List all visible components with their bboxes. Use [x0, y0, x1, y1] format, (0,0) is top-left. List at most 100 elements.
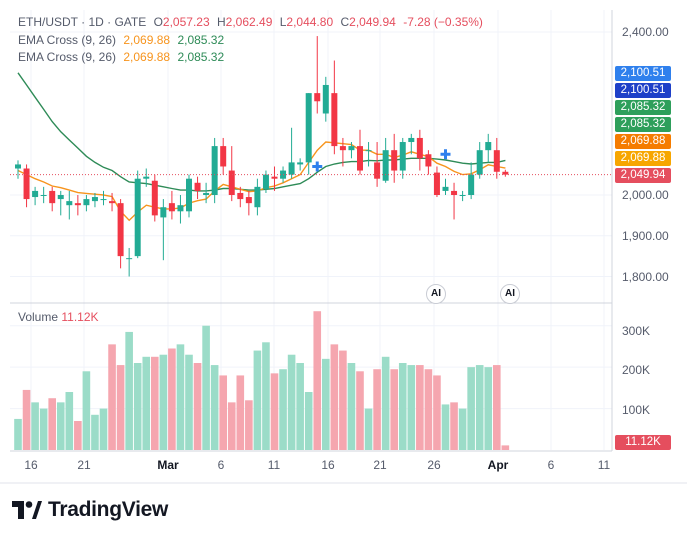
volume-bar: [56, 402, 65, 450]
volume-axis-label: 200K: [622, 363, 651, 377]
volume-bar: [475, 365, 484, 450]
grid-lines: [10, 10, 612, 450]
volume-bar: [82, 371, 91, 450]
volume-bar: [450, 402, 458, 450]
candle-body: [374, 162, 381, 179]
indicator-fast-value: 2,069.88: [123, 33, 171, 47]
volume-bar: [168, 348, 176, 450]
candle-body: [177, 205, 184, 212]
candle-body: [331, 93, 338, 147]
high-value: 2,062.49: [225, 15, 273, 29]
candle-body: [442, 186, 449, 191]
volume-bar: [236, 375, 245, 450]
candle-body: [117, 203, 124, 257]
volume-bar: [133, 363, 142, 450]
time-axis-label: 6: [547, 458, 555, 472]
volume-bar: [108, 344, 116, 450]
indicator-legend[interactable]: EMA Cross (9, 26) 2,069.88 2,085.32: [18, 32, 228, 49]
price-tag: 2,069.88: [615, 151, 671, 166]
ohlc-legend: ETH/USDT · 1D · GATE O2,057.23 H2,062.49…: [18, 14, 487, 31]
ai-badge[interactable]: AI: [500, 284, 520, 304]
cross-markers: [312, 149, 451, 172]
candle-body: [399, 142, 406, 171]
volume-bar: [467, 367, 475, 450]
candle-body: [100, 199, 107, 201]
open-label: O: [153, 15, 163, 29]
volume-bar: [433, 375, 441, 450]
candle-body: [109, 201, 116, 204]
time-axis-label: 26: [427, 458, 441, 472]
volume-bar: [219, 375, 227, 450]
candle-body: [416, 137, 423, 159]
price-tag: 2,085.32: [615, 117, 671, 132]
price-axis-label: 1,800.00: [622, 270, 669, 284]
tradingview-logo[interactable]: TradingView: [12, 496, 168, 524]
volume-bar: [501, 445, 510, 450]
candle-body: [126, 258, 133, 260]
volume-bar: [125, 331, 133, 450]
candle-body: [262, 174, 269, 189]
volume-bar: [253, 350, 262, 450]
candle-body: [254, 186, 261, 208]
volume-bar: [390, 369, 398, 450]
indicator-fast-value: 2,069.88: [123, 50, 171, 64]
volume-bar: [313, 311, 322, 450]
time-axis-label: 16: [321, 458, 335, 472]
candle-body: [493, 150, 500, 172]
change-value: -7.28 (−0.35%): [403, 15, 483, 29]
volume-bar: [185, 354, 193, 450]
candle-body: [485, 142, 492, 151]
candle-body: [391, 150, 398, 171]
candle-body: [49, 190, 56, 204]
candle-body: [245, 197, 252, 204]
price-tag: 2,100.51: [615, 66, 671, 81]
volume-bar: [227, 402, 236, 450]
volume-bar: [245, 400, 253, 450]
candle-body: [168, 203, 175, 212]
volume-bar: [364, 408, 373, 450]
indicator-legend[interactable]: EMA Cross (9, 26) 2,069.88 2,085.32: [18, 49, 228, 66]
volume-bar: [91, 414, 99, 450]
volume-bar: [356, 371, 364, 450]
volume-label: Volume: [18, 310, 59, 324]
time-axis-label: Apr: [487, 458, 509, 472]
tradingview-logo-icon: [12, 501, 42, 519]
low-value: 2,044.80: [286, 15, 334, 29]
candle-body: [83, 199, 90, 206]
candle-body: [186, 178, 192, 212]
volume-axis-label: 300K: [622, 324, 651, 338]
candle-body: [314, 93, 321, 102]
volume-bar: [416, 365, 424, 450]
volume-bar: [322, 358, 330, 450]
volume-bar: [48, 398, 56, 450]
volume-bar: [210, 365, 219, 450]
time-axis-label: 11: [267, 458, 281, 472]
volume-bar: [484, 367, 493, 450]
volume-bar: [330, 344, 339, 450]
ai-badge[interactable]: AI: [426, 284, 446, 304]
candle-body: [203, 192, 210, 195]
volume-bar: [441, 404, 450, 450]
low-label: L: [279, 15, 287, 29]
candle-body: [459, 195, 466, 196]
candle-body: [468, 174, 475, 195]
indicator-name: EMA Cross (9, 26): [18, 33, 117, 47]
close-value: 2,049.94: [349, 15, 396, 29]
volume-bar: [262, 342, 270, 450]
candle-body: [23, 168, 30, 200]
volume-bar: [176, 344, 185, 450]
indicator-slow-value: 2,085.32: [177, 33, 225, 47]
symbol-label[interactable]: ETH/USDT · 1D · GATE: [18, 15, 147, 29]
volume-legend[interactable]: Volume 11.12K: [18, 310, 99, 324]
last-price-tag: 2,049.94: [615, 168, 671, 183]
indicator-slow-value: 2,085.32: [177, 50, 225, 64]
ema-fast-line: [17, 141, 506, 222]
candle-body: [348, 146, 355, 151]
volume-value: 11.12K: [61, 310, 99, 324]
time-axis-label: 21: [77, 458, 91, 472]
candle-body: [32, 190, 39, 198]
volume-bar: [22, 389, 31, 450]
candle-body: [237, 192, 244, 200]
volume-bar: [159, 354, 168, 450]
